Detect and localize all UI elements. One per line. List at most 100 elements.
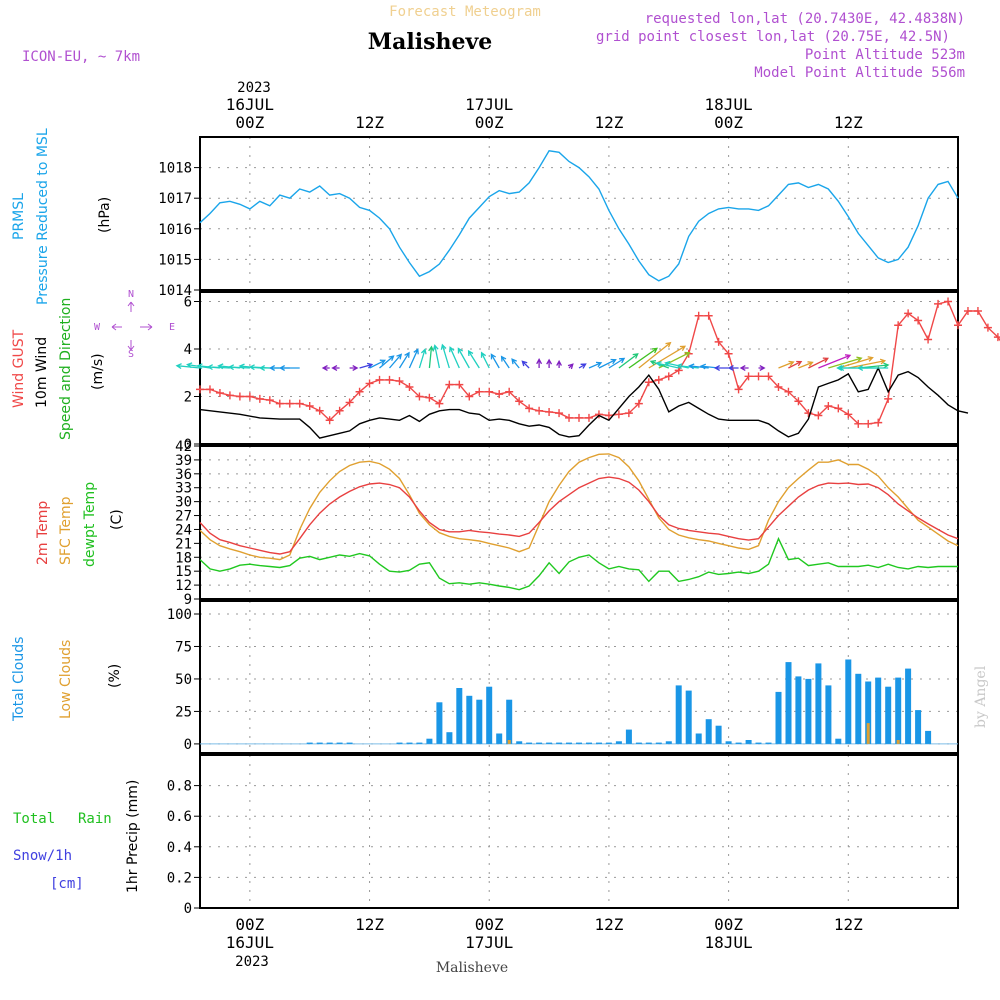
total-cloud-bar bbox=[446, 732, 453, 744]
wind-arrow-icon bbox=[349, 365, 359, 371]
low-cloud-bar bbox=[507, 740, 511, 744]
bottom-date-label: 16JUL bbox=[226, 933, 274, 952]
ms-unit-label: (m/s) bbox=[90, 353, 106, 390]
wind-arrow-icon bbox=[727, 365, 739, 371]
gust-marker bbox=[744, 372, 753, 381]
total-cloud-bar bbox=[685, 690, 692, 744]
gust-marker bbox=[654, 375, 663, 384]
gust-marker bbox=[694, 311, 703, 320]
y-tick-label: 18 bbox=[175, 550, 192, 566]
gust-marker bbox=[415, 392, 424, 401]
wind-arrow-icon bbox=[521, 360, 530, 369]
gust-marker bbox=[714, 337, 723, 346]
y-tick-label: 1018 bbox=[158, 161, 192, 177]
gust-marker bbox=[245, 392, 254, 401]
point-altitude: Point Altitude 523m bbox=[805, 47, 965, 63]
gust-marker bbox=[565, 413, 574, 422]
y-tick-label: 24 bbox=[175, 522, 192, 538]
y-tick-label: 12 bbox=[175, 578, 192, 594]
gust-marker bbox=[864, 419, 873, 428]
gust-marker bbox=[834, 404, 843, 413]
hpa-unit-label: (hPa) bbox=[97, 197, 113, 233]
y-tick-label: 1016 bbox=[158, 222, 192, 238]
bottom-time-label: 12Z bbox=[594, 915, 623, 934]
wind-arrow-icon bbox=[511, 358, 520, 369]
wind-arrow-icon bbox=[618, 353, 639, 369]
wind-arrow-icon bbox=[457, 347, 470, 369]
wind-arrow-icon bbox=[331, 365, 340, 371]
total-cloud-bar bbox=[476, 699, 483, 744]
total-cloud-bar bbox=[845, 659, 852, 744]
gust-marker bbox=[305, 402, 314, 410]
footer-location: Malisheve bbox=[436, 960, 508, 976]
y-tick-label: 0.2 bbox=[167, 870, 192, 886]
gust-marker bbox=[325, 416, 334, 425]
y-tick-label: 36 bbox=[175, 467, 192, 483]
bottom-time-label: 00Z bbox=[475, 915, 504, 934]
wind-arrow-icon bbox=[828, 356, 863, 369]
wind-arrow-icon bbox=[588, 361, 603, 369]
gust-marker bbox=[225, 391, 234, 400]
gust-marker bbox=[604, 411, 613, 420]
y-tick-label: 1015 bbox=[158, 252, 192, 268]
wind-arrow-icon bbox=[556, 359, 562, 368]
model-label: ICON-EU, ~ 7km bbox=[22, 49, 140, 65]
cm-label: [cm] bbox=[50, 876, 84, 892]
rain-label: Rain bbox=[78, 811, 112, 827]
gust-marker bbox=[794, 397, 803, 406]
gust-marker bbox=[924, 335, 933, 344]
location-title: Malisheve bbox=[368, 29, 492, 55]
gust-marker bbox=[614, 410, 623, 419]
y-tick-label: 75 bbox=[175, 639, 192, 655]
wind-arrow-icon bbox=[739, 365, 749, 371]
requested-coords: requested lon,lat (20.7430E, 42.4838N) bbox=[645, 11, 965, 27]
percent-unit-label: (%) bbox=[107, 664, 123, 688]
panel-frame bbox=[199, 445, 959, 600]
wind-arrow-icon bbox=[490, 353, 500, 369]
total-cloud-bar bbox=[755, 742, 762, 744]
total-cloud-bar bbox=[775, 691, 782, 744]
y-tick-label: 39 bbox=[175, 453, 192, 469]
gust-marker bbox=[634, 399, 643, 408]
y-tick-label: 42 bbox=[175, 439, 192, 455]
compass-e: E bbox=[169, 322, 175, 333]
total-cloud-bar bbox=[316, 742, 323, 744]
gust-marker bbox=[884, 394, 893, 403]
y-tick-label: 0.4 bbox=[167, 840, 192, 856]
compass-w: W bbox=[94, 322, 101, 333]
y-tick-label: 21 bbox=[175, 536, 192, 552]
gust-marker bbox=[475, 387, 484, 396]
total-cloud-bar bbox=[695, 733, 702, 744]
total-cloud-bar bbox=[576, 742, 582, 744]
wind-arrow-icon bbox=[440, 343, 450, 369]
gust-marker bbox=[215, 388, 224, 397]
gust-marker bbox=[385, 375, 394, 384]
total-cloud-bar bbox=[536, 742, 543, 744]
gust-marker bbox=[584, 413, 593, 422]
wind-arrow-icon bbox=[369, 359, 387, 369]
total-cloud-bar bbox=[855, 673, 862, 744]
panel-frame bbox=[199, 600, 959, 754]
gust-marker bbox=[874, 418, 883, 427]
temp-sfc-label: SFC Temp bbox=[58, 496, 74, 565]
total-cloud-bar bbox=[586, 742, 592, 744]
gust-marker bbox=[594, 410, 603, 419]
gust-marker bbox=[455, 380, 464, 389]
y-tick-label: 2 bbox=[184, 390, 192, 406]
total-cloud-bar bbox=[456, 688, 463, 744]
compass-arrows-icon bbox=[111, 301, 153, 351]
temperature-series bbox=[199, 453, 959, 591]
temperature-labels: 2m Temp SFC Temp dewpt Temp (C) bbox=[35, 482, 125, 567]
pressure-series bbox=[199, 150, 959, 282]
gust-marker bbox=[365, 379, 374, 388]
gust-marker bbox=[315, 406, 324, 415]
wind-10m-line bbox=[199, 366, 969, 439]
wind-arrow-icon bbox=[467, 349, 480, 369]
wind-arrow-icon bbox=[798, 361, 814, 369]
y-tick-label: 1017 bbox=[158, 191, 192, 207]
gust-marker bbox=[664, 372, 673, 381]
total-cloud-bar bbox=[705, 719, 712, 744]
gust-marker bbox=[555, 409, 564, 418]
gust-marker bbox=[814, 411, 823, 420]
